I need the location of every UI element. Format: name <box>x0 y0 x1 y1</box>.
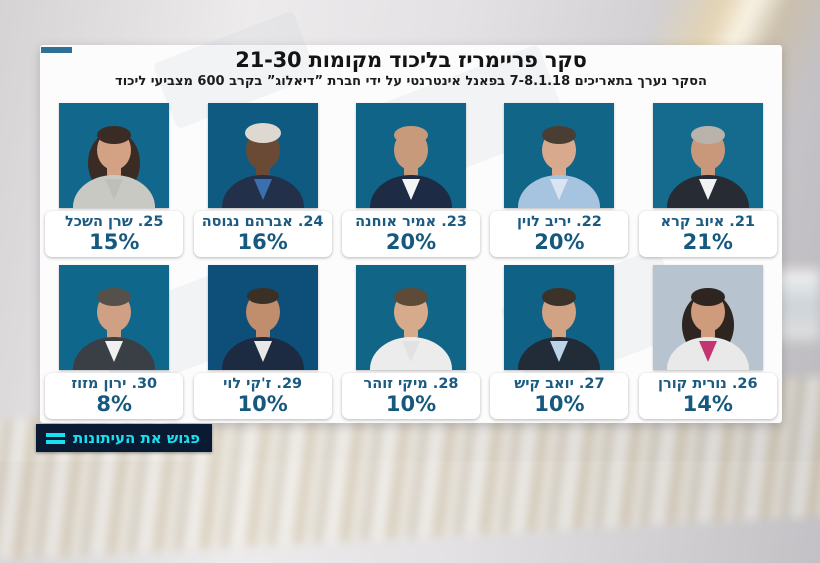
candidate-nameplate: 26. נורית קורן 14% <box>638 373 777 419</box>
person-avatar-icon <box>652 265 763 370</box>
candidate-percent: 10% <box>237 392 288 416</box>
candidate-nameplate: 21. איוב קרא 21% <box>638 211 777 257</box>
panel-corner-accent <box>41 47 72 53</box>
double-bars-icon <box>46 432 65 444</box>
candidate-percent: 21% <box>682 230 733 254</box>
candidate-photo <box>59 103 170 208</box>
candidate-photo <box>504 103 615 208</box>
show-logo-text: פגוש את העיתונות <box>73 429 201 447</box>
candidate-name: 24. אברהם נגוסה <box>201 214 324 230</box>
show-logo-meet-the-press: פגוש את העיתונות <box>36 424 213 452</box>
person-avatar-icon <box>59 103 170 208</box>
person-avatar-icon <box>356 265 467 370</box>
person-avatar-icon <box>356 103 467 208</box>
person-avatar-icon <box>207 103 318 208</box>
survey-title: סקר פריימריז בליכוד מקומות 21-30 <box>235 48 587 72</box>
candidate-photo <box>207 103 318 208</box>
candidate-name: 23. אמיר אוחנה <box>355 214 467 230</box>
person-avatar-icon <box>59 265 170 370</box>
candidate-card-27: 27. יואב קיש 10% <box>485 265 633 419</box>
candidate-nameplate: 23. אמיר אוחנה 20% <box>342 211 481 257</box>
candidate-name: 21. איוב קרא <box>660 214 755 230</box>
candidate-name: 22. יריב לוין <box>516 214 602 230</box>
candidate-nameplate: 29. ז'קי לוי 10% <box>193 373 332 419</box>
candidate-percent: 20% <box>534 230 585 254</box>
candidate-name: 28. מיקי זוהר <box>363 376 459 392</box>
candidate-photo <box>652 103 763 208</box>
survey-subtitle: הסקר נערך בתאריכים 7-8.1.18 בפאנל אינטרנ… <box>115 74 707 89</box>
candidate-card-26: 26. נורית קורן 14% <box>634 265 782 419</box>
candidate-name: 27. יואב קיש <box>514 376 605 392</box>
candidate-card-29: 29. ז'קי לוי 10% <box>188 265 336 419</box>
candidate-percent: 10% <box>534 392 585 416</box>
candidate-card-30: 30. ירון מזוז 8% <box>40 265 188 419</box>
candidate-photo <box>504 265 615 370</box>
candidate-name: 26. נורית קורן <box>657 376 758 392</box>
candidate-card-24: 24. אברהם נגוסה 16% <box>188 103 336 257</box>
candidate-card-22: 22. יריב לוין 20% <box>485 103 633 257</box>
candidate-photo <box>356 103 467 208</box>
candidate-percent: 15% <box>89 230 140 254</box>
candidate-percent: 10% <box>385 392 437 416</box>
candidate-percent: 20% <box>385 230 437 254</box>
candidates-row-21-25: 21. איוב קרא 21% 22. יריב לוין 20% <box>40 103 782 257</box>
candidate-nameplate: 27. יואב קיש 10% <box>490 373 629 419</box>
candidate-percent: 8% <box>96 392 133 416</box>
candidate-card-21: 21. איוב קרא 21% <box>634 103 782 257</box>
candidate-card-23: 23. אמיר אוחנה 20% <box>337 103 485 257</box>
person-avatar-icon <box>504 103 615 208</box>
person-avatar-icon <box>207 265 318 370</box>
candidate-card-25: 25. שרן השכל 15% <box>40 103 188 257</box>
candidate-name: 30. ירון מזוז <box>71 376 158 392</box>
survey-panel: סקר פריימריז בליכוד מקומות 21-30 הסקר נע… <box>40 10 782 423</box>
candidate-percent: 14% <box>682 392 733 416</box>
candidate-photo <box>652 265 763 370</box>
person-avatar-icon <box>504 265 615 370</box>
candidates-row-26-30: 26. נורית קורן 14% 27. יואב קיש 10% <box>40 265 782 419</box>
candidate-nameplate: 24. אברהם נגוסה 16% <box>193 211 332 257</box>
candidate-photo <box>59 265 170 370</box>
person-avatar-icon <box>652 103 763 208</box>
candidate-card-28: 28. מיקי זוהר 10% <box>337 265 485 419</box>
candidate-nameplate: 28. מיקי זוהר 10% <box>342 373 481 419</box>
candidate-photo <box>207 265 318 370</box>
candidate-name: 25. שרן השכל <box>65 214 164 230</box>
candidate-nameplate: 22. יריב לוין 20% <box>490 211 629 257</box>
candidate-nameplate: 25. שרן השכל 15% <box>45 211 184 257</box>
candidate-nameplate: 30. ירון מזוז 8% <box>45 373 184 419</box>
candidate-photo <box>356 265 467 370</box>
candidate-name: 29. ז'קי לוי <box>223 376 303 392</box>
candidate-percent: 16% <box>237 230 288 254</box>
